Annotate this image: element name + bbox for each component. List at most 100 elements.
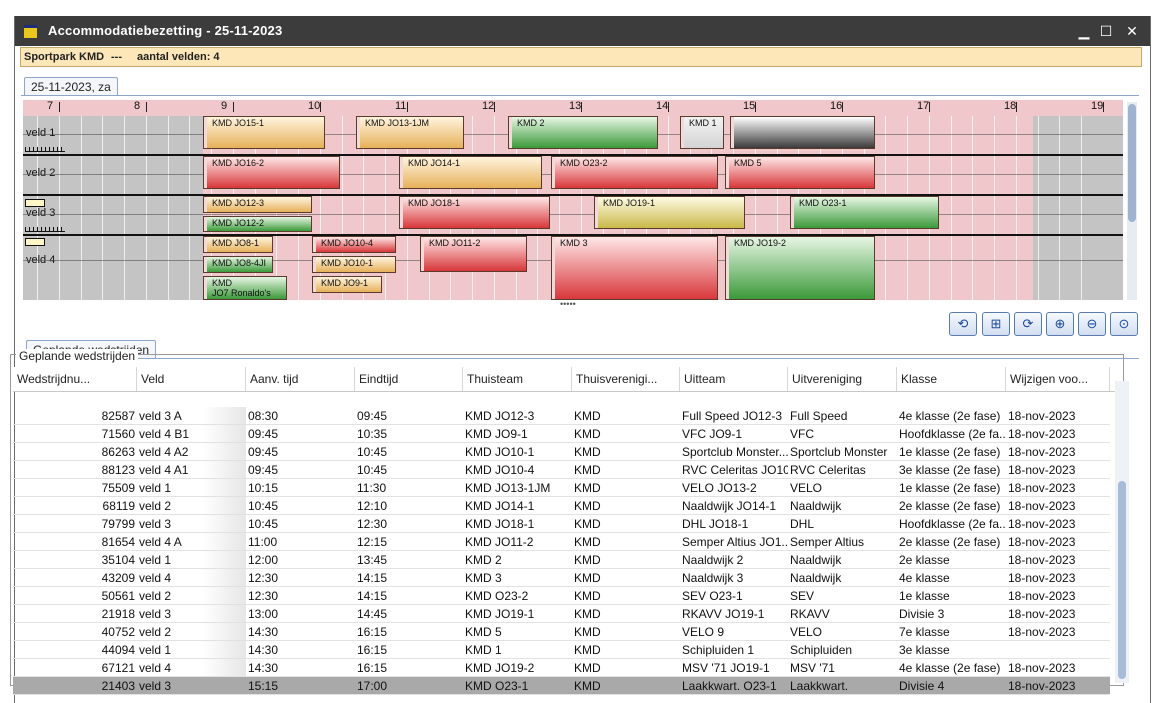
booking-block[interactable]: KMD O23-1 — [790, 196, 939, 229]
zoom-in-icon[interactable]: ⊕ — [1046, 312, 1074, 336]
hour-tick — [146, 102, 147, 112]
booking-block[interactable]: KMD JO15-1 — [203, 116, 325, 149]
booking-block[interactable]: KMD JO12-3 — [203, 196, 312, 213]
grid-line — [385, 116, 386, 300]
redo-icon[interactable]: ⟳ — [1014, 312, 1042, 336]
table-cell: veld 2 — [137, 497, 246, 515]
table-cell: 09:45 — [246, 443, 355, 461]
table-cell: 67121 — [13, 659, 137, 677]
booking-block[interactable]: KMD O23-2 — [551, 156, 718, 189]
grid-line — [80, 116, 82, 300]
column-header[interactable]: Wijzigen voo... — [1006, 367, 1110, 391]
booking-block[interactable]: KMD JO18-1 — [399, 196, 550, 229]
table-cell: KMD — [572, 443, 680, 461]
table-cell: veld 3 — [137, 605, 246, 623]
table-row[interactable]: 50561 veld 2 12:30 14:15 KMD O23-2 KMD SEV O23… — [13, 587, 1115, 605]
column-header[interactable]: Klasse — [897, 367, 1006, 391]
booking-block[interactable]: KMD 1 — [680, 116, 724, 149]
booking-block[interactable]: KMD JO19-2 — [725, 236, 875, 300]
table-cell: veld 2 — [137, 587, 246, 605]
booking-block[interactable]: KMD 3 — [551, 236, 718, 300]
table-row[interactable]: 40752 veld 2 14:30 16:15 KMD 5 KMD VELO 9 VELO 7… — [13, 623, 1115, 641]
booking-block[interactable]: KMD JO10-1 — [312, 256, 396, 273]
table-cell: veld 4 — [137, 569, 246, 587]
booking-block[interactable]: KMD 5 — [725, 156, 875, 189]
table-row[interactable]: 44094 veld 1 14:30 16:15 KMD 1 KMD Schipluiden… — [13, 641, 1115, 659]
tree-icon[interactable]: ⊞ — [982, 312, 1010, 336]
table-row[interactable]: 35104 veld 1 12:00 13:45 KMD 2 KMD Naaldwijk 2… — [13, 551, 1115, 569]
table-row[interactable]: 86263 veld 4 A2 09:45 10:45 KMD JO10-1 KMD Spo… — [13, 443, 1115, 461]
table-cell: Sportclub Monster... — [680, 445, 788, 461]
column-header[interactable]: Eindtijd — [355, 367, 463, 391]
grid-line — [341, 116, 343, 300]
table-cell — [1006, 641, 1110, 659]
column-header[interactable]: Aanv. tijd — [246, 367, 355, 391]
table-cell: 79799 — [13, 515, 137, 533]
table-row[interactable]: 88123 veld 4 A1 09:45 10:45 KMD JO10-4 KMD RVC… — [13, 461, 1115, 479]
booking-block[interactable]: KMD JO9-1 — [312, 276, 382, 293]
table-row[interactable]: 75509 veld 1 10:15 11:30 KMD JO13-1JM KMD VELO… — [13, 479, 1115, 497]
column-header[interactable]: Thuisverenigi... — [572, 367, 680, 391]
column-header[interactable]: Uitteam — [680, 367, 788, 391]
zoom-out-icon[interactable]: ⊖ — [1078, 312, 1106, 336]
ruler-marker — [25, 147, 65, 152]
table-row[interactable]: 68119 veld 2 10:45 12:10 KMD JO14-1 KMD Naaldw… — [13, 497, 1115, 515]
table-scrollbar[interactable] — [1115, 381, 1129, 683]
booking-block[interactable]: KMD JO11-2 — [420, 236, 527, 272]
table-row[interactable]: 71560 veld 4 B1 09:45 10:35 KMD JO9-1 KMD VFC … — [13, 425, 1115, 443]
table-row[interactable]: 79799 veld 3 10:45 12:30 KMD JO18-1 KMD DHL JO… — [13, 515, 1115, 533]
hour-label: 18 — [1004, 100, 1017, 112]
field-marker — [25, 238, 45, 246]
splitter-handle[interactable]: ••••• — [560, 299, 576, 309]
table-cell: 17:00 — [355, 677, 463, 695]
table-row[interactable]: 21918 veld 3 13:00 14:45 KMD JO19-1 KMD RKAVV … — [13, 605, 1115, 623]
table-row[interactable]: 82587 veld 3 A 08:30 09:45 KMD JO12-3 KMD Full… — [13, 407, 1115, 425]
table-cell: 09:45 — [246, 425, 355, 443]
schedule-scrollbar[interactable] — [1127, 102, 1137, 300]
venue-name: Sportpark KMD — [24, 51, 105, 63]
table-row[interactable]: 67121 veld 4 14:30 16:15 KMD JO19-2 KMD MSV '7… — [13, 659, 1115, 677]
table-cell: KMD 3 — [463, 569, 572, 587]
minimize-button[interactable]: ▁ — [1078, 23, 1090, 39]
table-cell: 68119 — [13, 497, 137, 515]
booking-block[interactable]: KMD JO12-2 — [203, 216, 312, 232]
table-row[interactable]: 43209 veld 4 12:30 14:15 KMD 3 KMD Naaldwijk 3… — [13, 569, 1115, 587]
table-cell: Divisie 3 — [897, 605, 1006, 623]
table-scroll-thumb[interactable] — [1118, 481, 1126, 679]
table-cell: veld 4 B1 — [137, 425, 246, 443]
table-cell: DHL JO18-1 — [680, 515, 788, 533]
booking-block[interactable]: KMD 2 — [508, 116, 658, 149]
table-cell: veld 1 — [137, 641, 246, 659]
booking-block[interactable] — [730, 116, 875, 149]
table-cell: Semper Altius JO1... — [680, 535, 788, 551]
booking-block[interactable]: KMD JO8-1 — [203, 236, 273, 253]
title-bar[interactable]: Accommodatiebezetting - 25-11-2023 ▁ ☐ ✕ — [15, 16, 1150, 46]
booking-block[interactable]: KMD JO13-1JM — [356, 116, 464, 149]
column-header[interactable]: Uitvereniging — [788, 367, 897, 391]
column-header[interactable]: Veld — [137, 367, 246, 391]
field-midline — [23, 214, 1123, 215]
schedule-grid[interactable]: 7 8 9 10 11 12 13 14 15 16 17 18 19 veld 1 veld 2 veld … — [23, 100, 1123, 300]
table-row[interactable]: 21403 veld 3 15:15 17:00 KMD O23-1 KMD Laakkwa… — [13, 677, 1115, 695]
booking-block[interactable]: KMD JO14-1 — [399, 156, 542, 189]
column-header[interactable]: Thuisteam — [463, 367, 572, 391]
field-label-3: veld 3 — [26, 207, 56, 219]
booking-block[interactable]: KMD JO19-1 — [594, 196, 745, 229]
booking-label: KMD O23-1 — [799, 198, 847, 208]
booking-block[interactable]: KMD JO8-4JI — [203, 256, 273, 273]
column-header[interactable]: Wedstrijdnu... — [13, 367, 137, 391]
booking-block[interactable]: KMD JO16-2 — [203, 156, 340, 189]
booking-block[interactable]: KMD JO10-4 — [312, 236, 396, 253]
tab-date[interactable]: 25-11-2023, za — [24, 77, 118, 96]
schedule-scroll-thumb[interactable] — [1128, 104, 1136, 222]
booking-block[interactable]: KMD JO7 Ronaldo's — [203, 276, 287, 300]
grid-line — [58, 116, 60, 300]
window-title: Accommodatiebezetting - 25-11-2023 — [48, 23, 283, 38]
close-button[interactable]: ✕ — [1126, 23, 1138, 39]
zoom-fit-icon[interactable]: ⊙ — [1110, 312, 1138, 336]
hour-label: 7 — [47, 100, 54, 112]
maximize-button[interactable]: ☐ — [1099, 23, 1113, 39]
undo-icon[interactable]: ⟲ — [949, 312, 977, 336]
table-row[interactable]: 81654 veld 4 A 11:00 12:15 KMD JO11-2 KMD Semp… — [13, 533, 1115, 551]
table-cell: Hoofdklasse (2e fa... — [897, 517, 1006, 533]
